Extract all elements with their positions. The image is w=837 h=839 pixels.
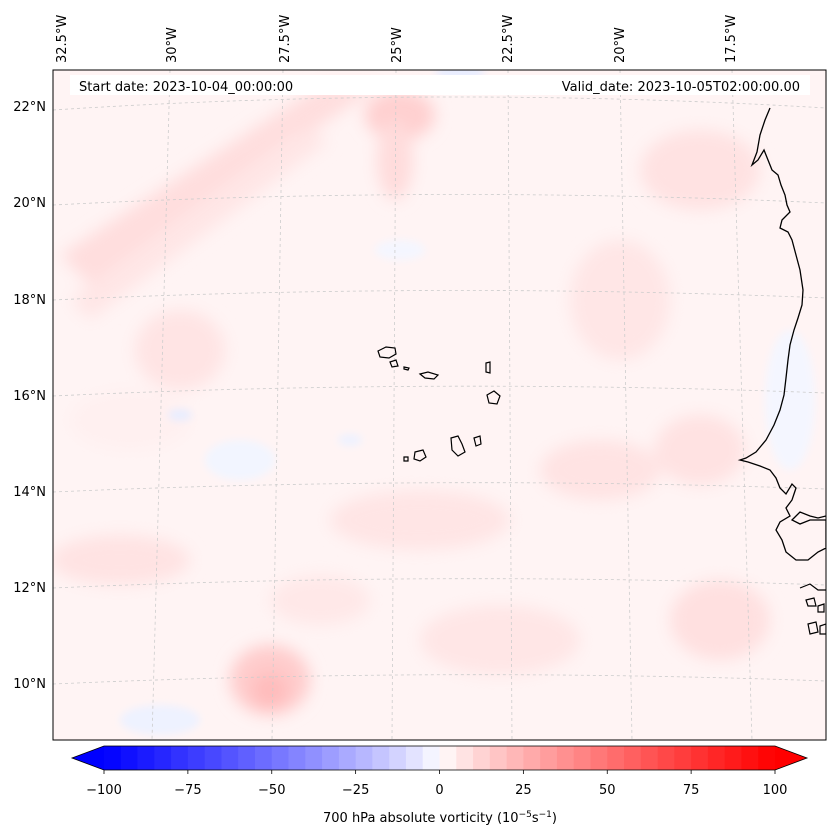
cape-verde-islands (377, 346, 501, 462)
colorbar-cell (389, 746, 407, 770)
colorbar-cell (154, 746, 172, 770)
colorbar-cell (120, 746, 138, 770)
colorbar-cell (540, 746, 558, 770)
lat-label: 22°N (13, 100, 46, 115)
colorbar-cell (674, 746, 692, 770)
map-frame (52, 69, 827, 741)
lat-label: 12°N (13, 581, 46, 596)
lon-label: 30°W (165, 27, 180, 63)
coastline-bijagos (799, 583, 826, 635)
colorbar-cell (640, 746, 658, 770)
lon-label: 22.5°W (501, 15, 516, 63)
colorbar-cell (523, 746, 541, 770)
lat-label: 16°N (13, 389, 46, 404)
colorbar-cell (238, 746, 256, 770)
colorbar-cell (271, 746, 289, 770)
colorbar-cell (221, 746, 239, 770)
colorbar-cell (590, 746, 608, 770)
lon-label: 32.5°W (55, 15, 70, 63)
colorbar-cell (171, 746, 189, 770)
colorbar-cell (137, 746, 155, 770)
colorbar-tick-label: −75 (174, 783, 201, 798)
colorbar-cell (355, 746, 373, 770)
colorbar-cell (691, 746, 709, 770)
colorbar-cell (624, 746, 642, 770)
colorbar-cell (187, 746, 206, 770)
african-coastline (737, 107, 826, 561)
colorbar-cell (204, 746, 222, 770)
lat-label: 20°N (13, 196, 46, 211)
colorbar-cell (489, 746, 507, 770)
colorbar-tick-label: 75 (683, 783, 700, 798)
map-area: Start date: 2023-10-04_00:00:00 Valid_da… (53, 70, 826, 740)
colorbar-tick-label: −50 (258, 783, 285, 798)
colorbar-cell (104, 746, 122, 770)
colorbar-cells (104, 746, 776, 770)
colorbar-title: 700 hPa absolute vorticity (10−5s−1) (323, 810, 557, 826)
colorbar-tick-label: −25 (342, 783, 369, 798)
colorbar-tick-label: −100 (86, 783, 122, 798)
colorbar-cell (439, 746, 457, 770)
colorbar: −100 −75 −50 −25 0 25 50 75 100 700 hPa absolute… (70, 745, 809, 826)
colorbar-cell (741, 746, 759, 770)
colorbar-cell (405, 746, 424, 770)
colorbar-tick-label: 0 (435, 783, 443, 798)
negative-vorticity-patches (120, 70, 815, 735)
header-strip (70, 75, 810, 95)
colorbar-cell (338, 746, 357, 770)
colorbar-cell (724, 746, 742, 770)
colorbar-tick-label: 50 (599, 783, 616, 798)
lat-label: 10°N (13, 677, 46, 692)
lon-label: 25°W (390, 27, 405, 63)
colorbar-cell (506, 746, 524, 770)
colorbar-cell (707, 746, 726, 770)
colorbar-cell (573, 746, 591, 770)
colorbar-cell (288, 746, 306, 770)
lon-label: 27.5°W (278, 15, 293, 63)
lon-label: 17.5°W (724, 15, 739, 63)
colorbar-cell (305, 746, 323, 770)
longitude-labels: 32.5°W 30°W 27.5°W 25°W 22.5°W 20°W 17.5… (55, 15, 739, 63)
lon-label: 20°W (613, 27, 628, 63)
colorbar-cell (322, 746, 340, 770)
colorbar-ticks: −100 −75 −50 −25 0 25 50 75 100 (86, 770, 787, 798)
latitude-labels: 22°N 20°N 18°N 16°N 14°N 12°N 10°N (13, 100, 46, 692)
colorbar-cell (422, 746, 440, 770)
colorbar-cell (372, 746, 390, 770)
lat-label: 14°N (13, 485, 46, 500)
colorbar-cell (657, 746, 675, 770)
valid-date-label: Valid_date: 2023-10-05T02:00:00.00 (562, 80, 800, 95)
colorbar-cell (456, 746, 474, 770)
colorbar-min-extension (72, 746, 104, 770)
colorbar-cell (254, 746, 273, 770)
graticule (53, 70, 826, 740)
colorbar-cell (556, 746, 575, 770)
colorbar-cell (607, 746, 625, 770)
colorbar-tick-label: 25 (515, 783, 532, 798)
colorbar-cell (473, 746, 491, 770)
colorbar-cell (758, 746, 776, 770)
colorbar-max-extension (775, 746, 807, 770)
colorbar-tick-label: 100 (763, 783, 788, 798)
start-date-label: Start date: 2023-10-04_00:00:00 (79, 80, 293, 95)
vorticity-field (53, 85, 770, 715)
lat-label: 18°N (13, 293, 46, 308)
